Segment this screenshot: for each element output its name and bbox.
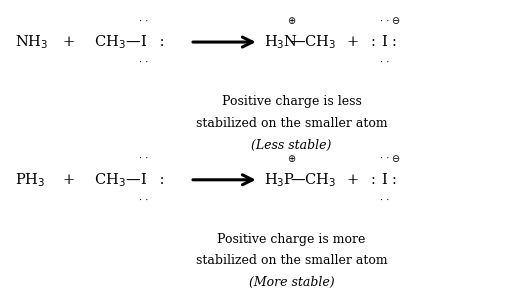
Text: (Less stable): (Less stable) bbox=[251, 139, 332, 151]
Text: stabilized on the smaller atom: stabilized on the smaller atom bbox=[196, 255, 387, 267]
Text: :: : bbox=[370, 173, 375, 187]
Text: (More stable): (More stable) bbox=[249, 276, 334, 289]
Text: $\ominus$: $\ominus$ bbox=[391, 15, 400, 26]
Text: :: : bbox=[370, 35, 375, 49]
Text: :: : bbox=[155, 35, 164, 49]
Text: · ·: · · bbox=[380, 58, 389, 68]
Text: +: + bbox=[346, 173, 358, 187]
Text: · ·: · · bbox=[139, 58, 148, 68]
Text: +: + bbox=[346, 35, 358, 49]
Text: · ·: · · bbox=[139, 196, 148, 205]
Text: · ·: · · bbox=[380, 196, 389, 205]
Text: · ·: · · bbox=[380, 17, 389, 26]
Text: · ·: · · bbox=[380, 154, 389, 164]
Text: CH$_3$—: CH$_3$— bbox=[94, 33, 141, 51]
Text: I: I bbox=[140, 35, 147, 49]
Text: I: I bbox=[381, 35, 387, 49]
Text: —CH$_3$: —CH$_3$ bbox=[290, 33, 336, 51]
Text: :: : bbox=[155, 173, 164, 187]
Text: Positive charge is more: Positive charge is more bbox=[218, 233, 366, 246]
Text: H$_3$P: H$_3$P bbox=[264, 171, 295, 189]
Text: $\ominus$: $\ominus$ bbox=[391, 153, 400, 164]
Text: CH$_3$—: CH$_3$— bbox=[94, 171, 141, 189]
Text: stabilized on the smaller atom: stabilized on the smaller atom bbox=[196, 117, 387, 130]
Text: Positive charge is less: Positive charge is less bbox=[222, 95, 361, 108]
Text: NH$_3$: NH$_3$ bbox=[15, 33, 49, 51]
Text: · ·: · · bbox=[139, 154, 148, 164]
Text: PH$_3$: PH$_3$ bbox=[15, 171, 46, 189]
Text: —CH$_3$: —CH$_3$ bbox=[290, 171, 336, 189]
Text: $\oplus$: $\oplus$ bbox=[287, 153, 296, 164]
Text: I: I bbox=[140, 173, 147, 187]
Text: · ·: · · bbox=[139, 17, 148, 26]
Text: :: : bbox=[392, 173, 397, 187]
Text: $\oplus$: $\oplus$ bbox=[287, 15, 296, 26]
Text: I: I bbox=[381, 173, 387, 187]
Text: +: + bbox=[62, 173, 75, 187]
Text: :: : bbox=[392, 35, 397, 49]
Text: H$_3$N: H$_3$N bbox=[264, 33, 298, 51]
Text: +: + bbox=[62, 35, 75, 49]
